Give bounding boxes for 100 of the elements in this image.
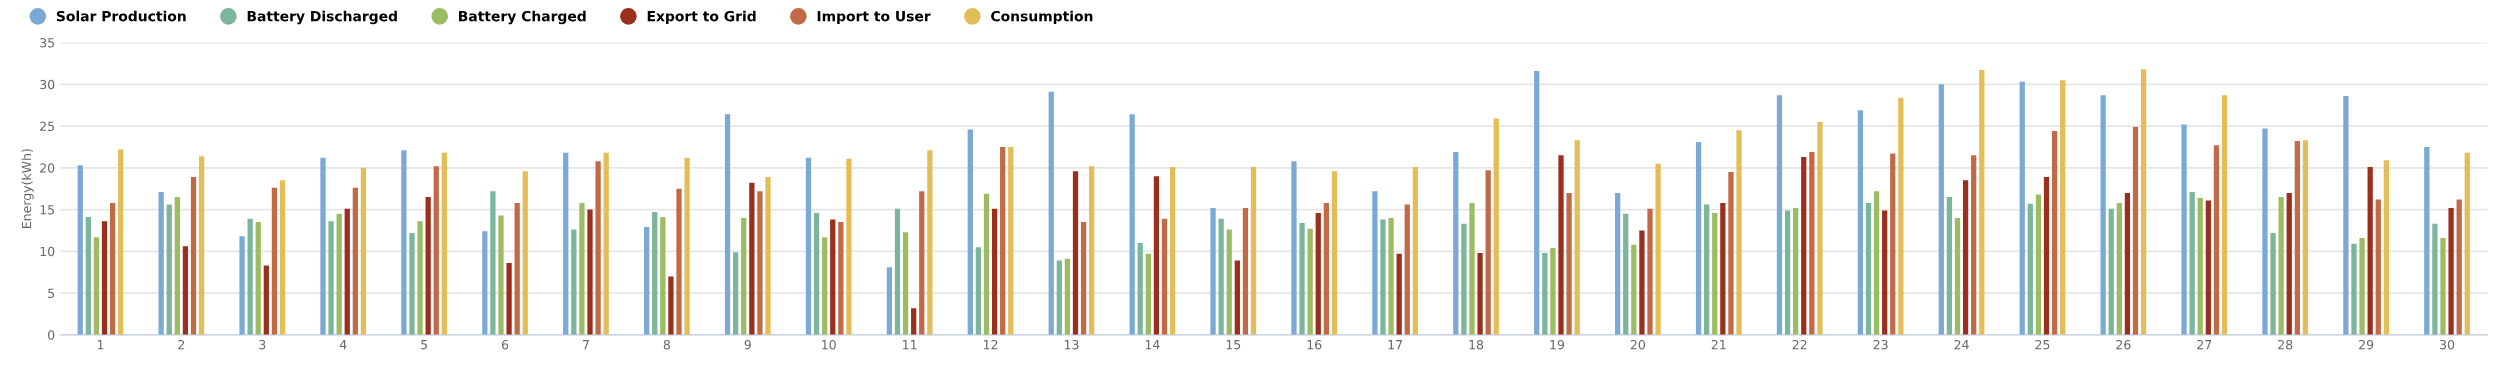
bar [101,221,108,335]
bar [1534,70,1540,335]
bar [2213,145,2220,335]
bar [1226,229,1232,335]
bar [2116,202,2122,335]
bar [2027,203,2033,335]
bar [2302,140,2309,335]
legend-label: Export to Grid [647,10,756,25]
bar [2351,243,2357,335]
bar [1736,130,1742,335]
bar [1631,244,1637,335]
bar [263,265,269,335]
bar [1873,191,1880,335]
bar [1954,217,1961,335]
bar [757,191,763,335]
bar [1072,171,1079,335]
x-tick-label: 13 [1064,339,1079,350]
bar [1137,242,1143,335]
x-tick-label: 10 [822,339,836,350]
bar [1793,207,1799,335]
bar [563,152,569,335]
bar [1161,218,1168,335]
bar [1712,212,1718,335]
bar [328,221,334,335]
y-tick-label: 25 [40,121,55,131]
x-tick-label: 24 [1954,339,1969,350]
bar [239,236,245,335]
bar [1857,110,1864,335]
bar [1380,219,1386,335]
bar [2019,81,2025,335]
bar [2367,166,2373,335]
bar [1299,222,1305,335]
bar [1485,170,1491,335]
bar [320,157,326,335]
bar [1080,222,1087,335]
bar [975,247,982,335]
bar [1477,253,1483,335]
x-tick-label: 9 [744,339,751,350]
bar [2440,237,2446,335]
bar [1865,202,1872,335]
bar [967,129,973,335]
bar [1695,141,1702,335]
bar [1169,166,1176,335]
bar [724,114,731,335]
bar [360,167,367,335]
bar [1372,191,1378,335]
x-tick-label: 22 [1792,339,1807,350]
bar [1064,258,1071,335]
bar [118,149,124,335]
bar [174,197,180,335]
bar [894,208,901,335]
bar [255,222,261,335]
bar [1242,207,1249,335]
bar [1615,192,1621,335]
x-tick-label: 19 [1550,339,1565,350]
bar [2124,192,2131,335]
bar [660,217,666,335]
bar [1493,118,1499,335]
legend-label: Battery Charged [459,10,586,25]
bar [1979,70,1985,335]
bar [1558,155,1564,335]
x-tick-label: 21 [1711,339,1726,350]
bar [2189,192,2195,335]
bar [498,215,504,335]
bar [2383,160,2389,335]
bar [822,237,828,335]
bar [1550,248,1556,335]
x-tick-label: 28 [2278,339,2293,350]
bar [927,150,933,335]
x-tick-label: 2 [178,339,185,350]
bar [2464,152,2470,335]
bar [1404,204,1410,335]
bar [2100,95,2106,335]
bar [1323,202,1329,335]
bar [603,152,609,335]
bar [1639,230,1645,335]
bar [514,202,520,335]
x-tick-label: 20 [1630,339,1645,350]
bar [2043,177,2050,335]
bar [1129,114,1135,335]
bar [1250,166,1257,335]
y-tick-label: 30 [40,79,55,90]
bar [166,204,172,335]
legend-label: Import to User [817,11,931,25]
bar [1008,146,1014,335]
bar [2221,95,2228,335]
bar [1048,91,1054,335]
bar [2432,223,2438,335]
bar [2424,146,2430,335]
x-tick-label: 11 [903,340,917,350]
bar [1542,253,1548,335]
bar [579,202,585,335]
bar [1784,210,1791,335]
bar [684,157,690,335]
bar [741,217,747,335]
bar [676,188,682,335]
y-tick-label: 35 [40,38,55,48]
bar [1331,171,1338,335]
bar [2035,194,2042,335]
bar [1388,217,1394,335]
